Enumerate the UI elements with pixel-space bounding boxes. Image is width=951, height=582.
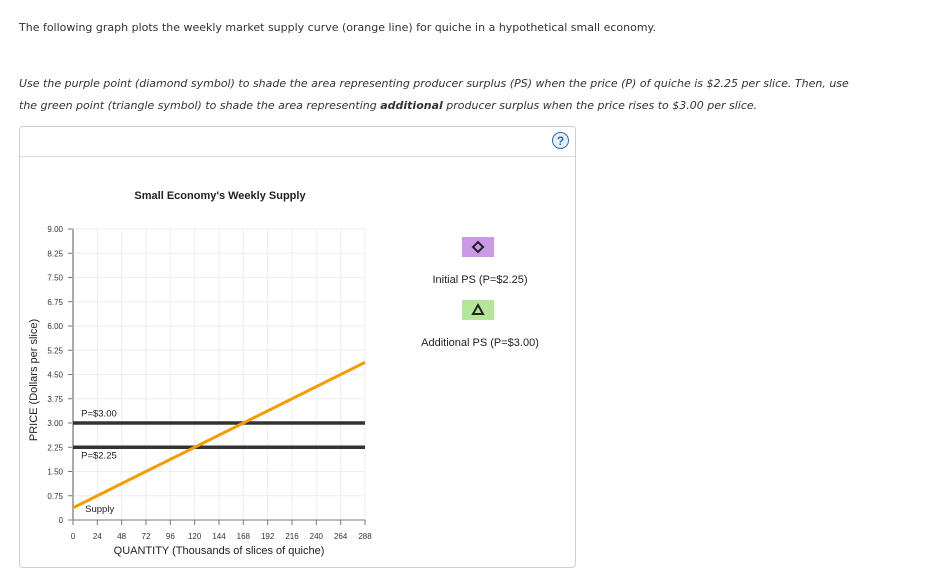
x-tick-label: 288	[358, 532, 372, 541]
x-tick-label: 24	[93, 532, 102, 541]
initial-ps-tool[interactable]	[462, 237, 494, 257]
graph-panel: ?	[19, 126, 576, 568]
instructions-emphasis: additional	[380, 99, 443, 112]
annotation-label: P=$3.00	[81, 409, 117, 420]
y-tick-label: 0	[59, 516, 64, 525]
y-tick-label: 4.50	[47, 371, 63, 380]
x-tick-label: 96	[166, 532, 175, 541]
chart-axes: 0 24 48 72 96 120 144 168 192 216 240 264 288 0 0.75 1.…	[47, 225, 372, 541]
y-tick-label: 0.75	[47, 492, 63, 501]
x-tick-label: 0	[71, 532, 76, 541]
annotation-label: Supply	[85, 504, 114, 515]
supply-curve	[72, 361, 366, 510]
x-tick-label: 144	[212, 532, 226, 541]
y-tick-label: 6.75	[47, 298, 63, 307]
chart-title: Small Economy's Weekly Supply	[134, 190, 306, 202]
annotation-label: P=$2.25	[81, 451, 117, 462]
x-tick-label: 168	[237, 532, 251, 541]
y-tick-label: 6.00	[47, 322, 63, 331]
chart-annotations: P=$3.00 P=$2.25 Supply	[81, 409, 117, 515]
y-tick-label: 3.75	[47, 395, 63, 404]
y-tick-label: 1.50	[47, 468, 63, 477]
y-tick-label: 2.25	[47, 443, 63, 452]
x-tick-label: 192	[261, 532, 275, 541]
chart-series	[72, 361, 366, 510]
additional-ps-label: Additional PS (P=$3.00)	[421, 337, 539, 349]
y-tick-label: 9.00	[47, 225, 63, 234]
chart-grid	[73, 228, 366, 520]
additional-ps-tool[interactable]	[462, 300, 494, 320]
help-button[interactable]: ?	[552, 132, 569, 149]
x-tick-label: 72	[142, 532, 151, 541]
instructions-line-1: Use the purple point (diamond symbol) to…	[19, 77, 849, 90]
x-axis-label: QUANTITY (Thousands of slices of quiche)	[114, 545, 325, 557]
intro-text: The following graph plots the weekly mar…	[19, 21, 656, 34]
x-tick-label: 264	[334, 532, 348, 541]
x-tick-label: 216	[285, 532, 299, 541]
diamond-icon	[471, 240, 485, 254]
initial-ps-label: Initial PS (P=$2.25)	[432, 274, 528, 286]
y-axis-label: PRICE (Dollars per slice)	[28, 319, 40, 441]
instructions-line-2: the green point (triangle symbol) to sha…	[19, 99, 757, 112]
x-tick-label: 120	[188, 532, 202, 541]
x-tick-label: 240	[310, 532, 324, 541]
instructions-text: producer surplus when the price rises to…	[442, 99, 758, 112]
instructions-text: the green point (triangle symbol) to sha…	[19, 99, 381, 112]
y-tick-label: 8.25	[47, 249, 63, 258]
triangle-icon	[471, 302, 485, 315]
y-tick-label: 3.00	[47, 419, 63, 428]
x-tick-label: 48	[117, 532, 126, 541]
panel-header: ?	[20, 127, 575, 157]
y-tick-label: 5.25	[47, 346, 63, 355]
y-tick-label: 7.50	[47, 274, 63, 283]
